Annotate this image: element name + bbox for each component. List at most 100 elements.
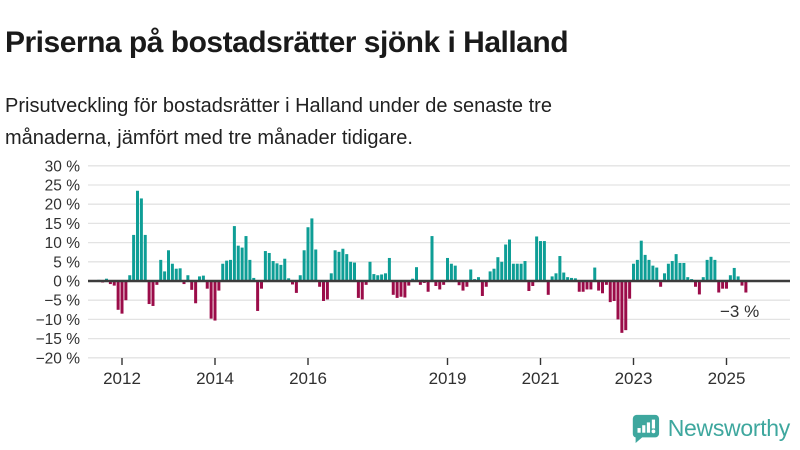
bar bbox=[682, 262, 686, 281]
bar bbox=[163, 271, 167, 281]
bar bbox=[515, 263, 519, 281]
bar bbox=[298, 275, 302, 281]
bar bbox=[395, 281, 399, 298]
bar bbox=[213, 281, 217, 321]
y-axis-tick-label: 25 % bbox=[45, 178, 81, 195]
y-axis-tick-label: 20 % bbox=[45, 197, 81, 214]
bar bbox=[314, 249, 318, 281]
bar bbox=[380, 274, 384, 281]
y-axis-tick-label: 30 % bbox=[45, 158, 81, 175]
bar bbox=[287, 278, 291, 281]
bar bbox=[217, 281, 221, 291]
bar bbox=[457, 281, 461, 286]
bar bbox=[562, 272, 566, 281]
bar bbox=[577, 281, 581, 292]
bar bbox=[275, 263, 279, 281]
bar bbox=[453, 265, 457, 281]
bar bbox=[345, 254, 349, 281]
bar bbox=[294, 281, 298, 293]
bar bbox=[736, 276, 740, 281]
bar bbox=[267, 252, 271, 281]
bar bbox=[709, 256, 713, 281]
bar bbox=[527, 281, 531, 291]
bar bbox=[601, 281, 604, 294]
bar bbox=[225, 260, 229, 281]
bar bbox=[430, 236, 434, 281]
bar bbox=[465, 281, 469, 287]
bar bbox=[182, 281, 186, 285]
bar bbox=[349, 261, 353, 281]
bar bbox=[248, 259, 252, 281]
bar bbox=[725, 281, 728, 289]
bar bbox=[333, 250, 337, 281]
bar bbox=[376, 275, 380, 281]
bar bbox=[364, 281, 368, 285]
bar bbox=[542, 241, 546, 281]
bar bbox=[372, 274, 376, 281]
bar bbox=[461, 281, 465, 291]
bar bbox=[391, 281, 395, 295]
bar bbox=[488, 271, 492, 281]
bar bbox=[155, 281, 159, 285]
bar bbox=[329, 273, 333, 281]
bar bbox=[310, 218, 314, 281]
bar bbox=[597, 281, 601, 291]
bar bbox=[201, 275, 205, 281]
bar bbox=[325, 281, 329, 300]
bar bbox=[635, 259, 639, 281]
bar bbox=[136, 190, 139, 281]
bar bbox=[360, 281, 364, 300]
bar bbox=[302, 250, 306, 281]
bar bbox=[170, 263, 174, 281]
x-axis-tick-label: 2012 bbox=[103, 369, 141, 388]
bar bbox=[194, 281, 198, 304]
bar bbox=[558, 256, 562, 281]
bar bbox=[356, 281, 360, 298]
bar bbox=[190, 281, 194, 290]
bar bbox=[418, 281, 422, 285]
y-axis-tick-label: 5 % bbox=[53, 254, 80, 271]
bar bbox=[511, 263, 515, 281]
bar bbox=[647, 259, 651, 281]
bar bbox=[686, 277, 690, 281]
bar bbox=[554, 273, 558, 281]
bar bbox=[666, 263, 670, 281]
bar bbox=[387, 257, 391, 281]
bar bbox=[232, 226, 236, 281]
bar bbox=[701, 277, 705, 281]
bar bbox=[697, 281, 701, 295]
y-axis-tick-label: −15 % bbox=[36, 331, 81, 348]
bar bbox=[368, 261, 372, 281]
bar bbox=[632, 263, 635, 281]
bar bbox=[585, 281, 589, 290]
bar bbox=[531, 281, 535, 286]
x-axis-tick-label: 2025 bbox=[708, 369, 746, 388]
bar bbox=[593, 267, 597, 281]
bar bbox=[589, 281, 593, 290]
bar bbox=[353, 262, 356, 281]
bar bbox=[147, 281, 151, 305]
bar bbox=[318, 281, 322, 287]
bar bbox=[449, 263, 453, 281]
bar bbox=[221, 263, 225, 281]
bar bbox=[434, 281, 438, 286]
bar bbox=[744, 281, 748, 293]
bar bbox=[500, 261, 504, 281]
x-axis-tick-label: 2023 bbox=[615, 369, 653, 388]
bar bbox=[728, 275, 732, 281]
bar bbox=[678, 262, 682, 281]
bar bbox=[341, 248, 345, 281]
bar bbox=[198, 276, 201, 281]
bar bbox=[628, 281, 632, 299]
bar bbox=[566, 277, 570, 281]
bar bbox=[271, 261, 275, 281]
y-axis-tick-label: −5 % bbox=[44, 293, 80, 310]
page-title: Priserna på bostadsrätter sjönk i Hallan… bbox=[5, 26, 569, 60]
bar bbox=[159, 259, 163, 281]
y-axis-tick-label: −10 % bbox=[36, 312, 81, 329]
bar bbox=[306, 227, 310, 281]
bar bbox=[132, 234, 136, 281]
latest-value-annotation: −3 % bbox=[720, 302, 760, 321]
y-axis-tick-label: 10 % bbox=[45, 235, 81, 252]
